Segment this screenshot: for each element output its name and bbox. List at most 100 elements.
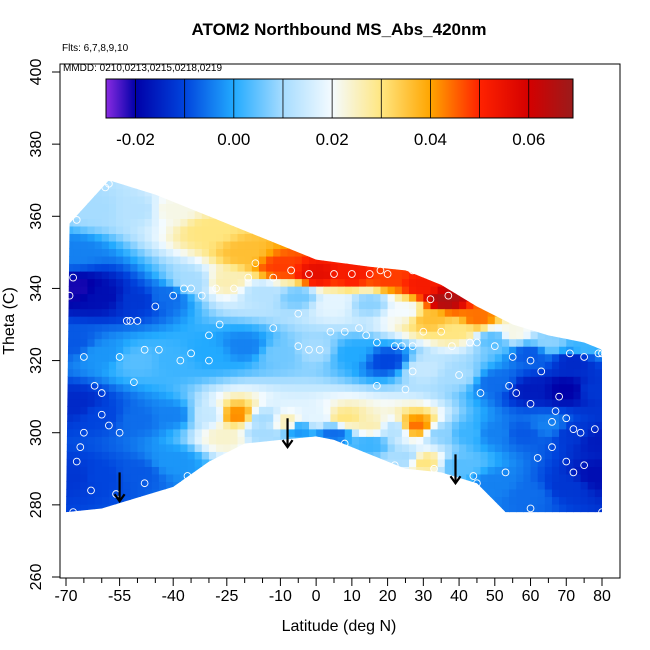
heat-cell: [266, 263, 274, 272]
heat-cell: [237, 466, 246, 475]
heat-cell: [194, 233, 203, 242]
heat-cell: [108, 436, 117, 445]
heat-cell: [166, 511, 174, 513]
heat-cell: [401, 481, 410, 490]
heat-cell: [444, 255, 453, 265]
heat-cell: [566, 421, 575, 430]
heat-cell: [187, 451, 196, 460]
heat-cell: [208, 180, 217, 189]
heat-cell: [137, 488, 146, 498]
sample-point: [115, 353, 124, 361]
heat-cell: [423, 225, 432, 235]
heat-cell: [280, 195, 289, 204]
heat-cell: [144, 466, 153, 475]
heat-cell: [594, 293, 602, 302]
heat-cell: [494, 225, 503, 235]
heat-cell: [201, 293, 210, 302]
heat-cell: [144, 488, 153, 498]
heat-cell: [344, 496, 353, 505]
heat-cell: [551, 398, 560, 407]
heat-cell: [530, 413, 539, 422]
heat-cell: [337, 451, 346, 460]
heat-cell: [373, 458, 382, 467]
heat-cell: [144, 383, 153, 392]
sample-point: [569, 425, 578, 433]
heat-cell: [580, 270, 589, 280]
heat-cell: [301, 331, 310, 340]
heat-cell: [237, 353, 246, 362]
heat-cell: [466, 353, 474, 362]
heat-cell: [487, 481, 496, 490]
heat-cell: [66, 496, 74, 505]
heat-cell: [223, 436, 231, 445]
heat-cell: [258, 503, 267, 513]
heat-cell: [330, 458, 339, 467]
heat-cell: [516, 466, 524, 475]
heat-cell: [459, 316, 467, 325]
heat-cell: [230, 233, 239, 242]
sample-point: [187, 349, 195, 358]
heat-cell: [552, 519, 560, 527]
heat-cell: [144, 458, 153, 467]
heat-cell: [301, 383, 310, 392]
heat-cell: [230, 466, 239, 475]
heat-cell: [251, 263, 260, 272]
heat-cell: [280, 466, 289, 475]
heat-cell: [466, 443, 474, 452]
heat-cell: [66, 210, 74, 219]
sample-point: [130, 378, 138, 387]
heat-cell: [323, 353, 332, 362]
heat-cell: [337, 511, 346, 513]
colorbar-tick-label: 0.02: [316, 130, 349, 149]
heat-cell: [94, 436, 103, 445]
heat-cell: [509, 338, 517, 347]
heat-cell: [66, 278, 74, 287]
heat-cell: [344, 180, 353, 182]
heat-cell: [258, 263, 267, 272]
heat-cell: [544, 496, 553, 505]
heat-cell: [359, 496, 367, 505]
heat-cell: [101, 248, 110, 257]
heat-cell: [473, 451, 482, 460]
heat-cell: [530, 428, 539, 437]
heat-cell: [523, 248, 532, 257]
heat-cell: [201, 218, 210, 227]
heat-cell: [530, 458, 539, 467]
heat-cell: [401, 421, 410, 430]
heat-cell: [66, 218, 74, 227]
heat-cell: [66, 421, 74, 430]
heat-cell: [137, 188, 146, 197]
heat-cell: [451, 301, 460, 310]
heat-cell: [430, 428, 439, 437]
heat-cell: [544, 503, 553, 513]
heat-cell: [337, 263, 346, 272]
heat-cell: [230, 368, 239, 377]
chart-title: ATOM2 Northbound MS_Abs_420nm: [191, 20, 486, 39]
heat-cell: [266, 308, 274, 317]
heat-cell: [380, 346, 389, 355]
heat-cell: [316, 255, 324, 265]
heat-cell: [330, 428, 339, 437]
heat-cell: [116, 255, 124, 265]
heat-cell: [423, 346, 432, 355]
heat-cell: [244, 278, 253, 287]
heat-cell: [158, 278, 167, 287]
heat-cell: [551, 180, 560, 189]
heat-cell: [273, 263, 282, 272]
heat-cell: [387, 503, 396, 513]
heat-cell: [137, 323, 146, 332]
heat-cell: [208, 263, 217, 272]
heat-cell: [330, 195, 339, 204]
heat-cell: [251, 188, 260, 197]
heat-cell: [173, 466, 181, 475]
heat-cell: [280, 451, 289, 460]
heat-cell: [201, 503, 210, 513]
heat-cell: [323, 233, 332, 242]
heat-cell: [266, 346, 274, 355]
heat-cell: [158, 368, 167, 377]
heat-cell: [559, 511, 567, 513]
heat-cell: [387, 368, 396, 377]
heat-cell: [437, 481, 446, 490]
heat-cell: [494, 293, 503, 302]
heat-cell: [466, 195, 474, 204]
